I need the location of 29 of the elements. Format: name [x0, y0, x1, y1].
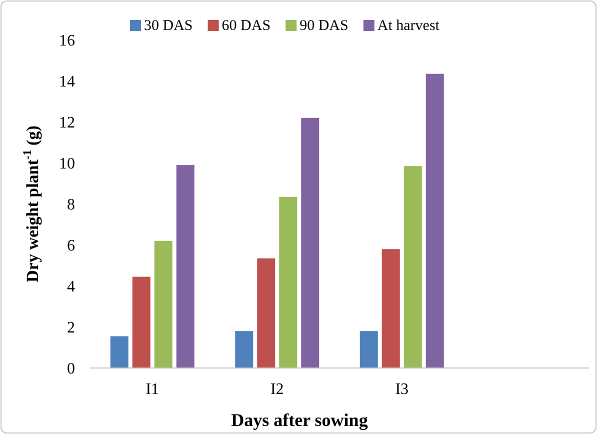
- bar: [426, 74, 444, 368]
- x-tick-label: I1: [146, 381, 160, 398]
- y-tick-label: 14: [59, 74, 75, 91]
- y-tick-label: 0: [67, 360, 75, 378]
- y-tick-label: 2: [67, 320, 75, 337]
- y-tick-label: 8: [67, 196, 75, 214]
- bar: [279, 196, 298, 368]
- bar: [360, 331, 378, 368]
- y-tick-label: 10: [59, 156, 75, 173]
- y-tick-label: 16: [59, 32, 75, 50]
- x-tick-label: I2: [270, 381, 284, 398]
- bar: [110, 336, 128, 368]
- x-tick-label: I3: [395, 381, 409, 398]
- bar: [301, 118, 320, 368]
- bar: [132, 276, 150, 368]
- legend-label: 30 DAS: [144, 18, 193, 34]
- y-tick-label: 12: [59, 114, 75, 132]
- y-tick-label: 6: [67, 238, 75, 255]
- bar: [176, 165, 194, 368]
- legend-label: 60 DAS: [222, 18, 271, 34]
- bar: [235, 331, 254, 368]
- bar: [154, 240, 172, 368]
- bar: [257, 258, 276, 368]
- legend-label: 90 DAS: [300, 18, 348, 34]
- bar: [404, 166, 422, 368]
- y-tick-label: 4: [67, 278, 75, 296]
- bar: [382, 249, 400, 368]
- legend-label: At harvest: [377, 18, 440, 34]
- x-axis-title: Days after sowing: [231, 410, 368, 430]
